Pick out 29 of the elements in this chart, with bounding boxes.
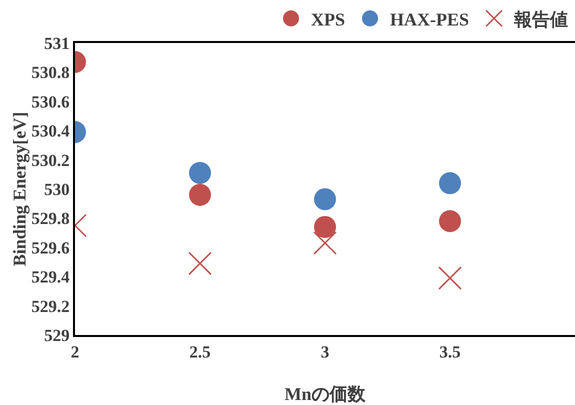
point [189, 162, 211, 184]
y-tick-label: 529 [44, 326, 70, 345]
point [313, 231, 337, 255]
y-tick-label: 530 [44, 180, 70, 199]
point [189, 184, 211, 206]
point [314, 188, 336, 210]
y-tick-label: 529.6 [31, 238, 70, 258]
point [439, 210, 461, 232]
point [314, 216, 336, 238]
y-tick-label: 529.4 [31, 268, 70, 287]
x-tick-label: 3 [320, 342, 330, 362]
y-tick-label: 530.6 [31, 92, 70, 112]
legend-label: 報告値 [513, 9, 568, 30]
x-tick-label: 2 [70, 342, 80, 362]
legend-label: XPS [311, 9, 346, 30]
point [438, 266, 462, 290]
legend-label: HAX-PES [390, 9, 470, 30]
y-tick-label: 530.4 [31, 122, 70, 141]
y-tick-label: 531 [44, 34, 70, 53]
point [188, 252, 212, 276]
y-tick-label: 530.8 [31, 63, 70, 82]
y-tick-label: 529.2 [31, 296, 70, 316]
x-tick-label: 3.5 [439, 342, 461, 362]
x-axis-title: Mnの価数 [284, 384, 366, 404]
point [439, 172, 461, 194]
y-tick-label: 529.8 [31, 209, 70, 228]
y-axis-title: Binding Energy[eV] [9, 112, 30, 266]
x-tick-label: 2.5 [189, 342, 211, 362]
y-tick-label: 530.2 [31, 150, 70, 170]
